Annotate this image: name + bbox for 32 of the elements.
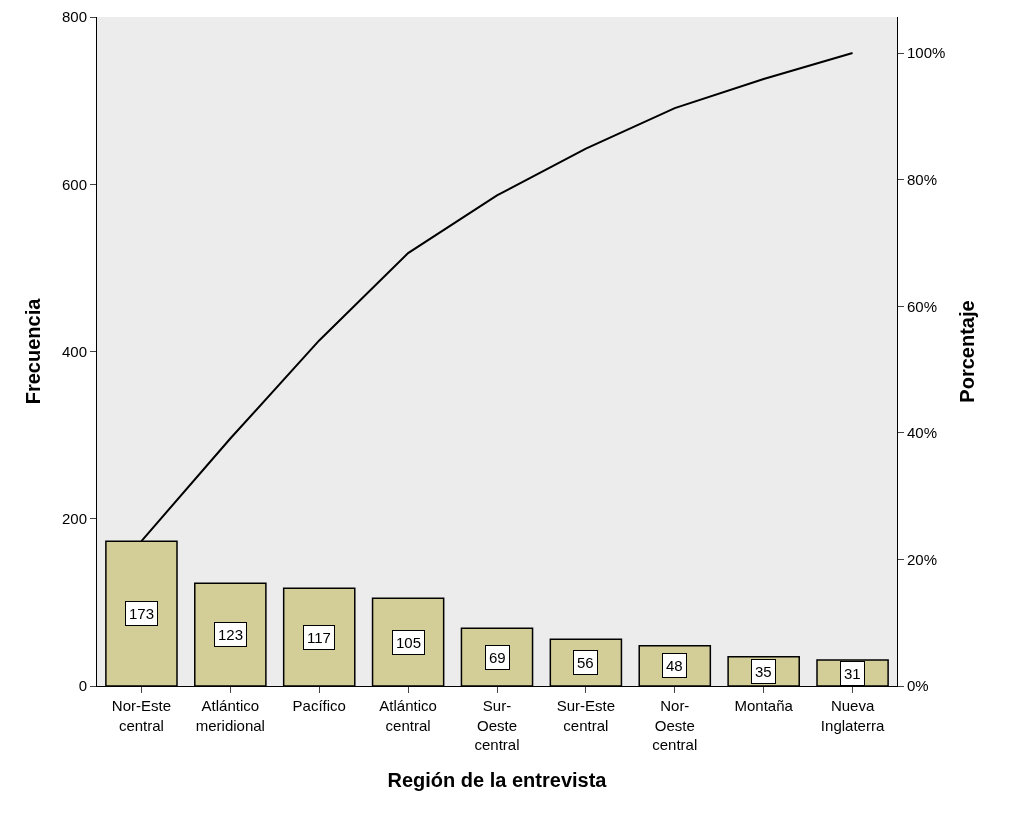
data-label: 69	[489, 649, 506, 666]
y2-axis-title: Porcentaje	[955, 300, 978, 403]
data-label: 173	[129, 605, 155, 622]
x-tick-label: Nor-Este central	[111, 697, 172, 734]
y2-tick-label: 80%	[907, 170, 938, 188]
x-tick-label: Pacífico	[292, 697, 346, 714]
data-label: 48	[666, 657, 683, 674]
x-tick-label: Atlántico central	[379, 697, 437, 734]
x-tick-label: Sur-Este central	[556, 697, 616, 734]
x-tick-label: Sur-Oeste central	[474, 697, 520, 753]
data-label: 35	[755, 663, 772, 680]
data-label: 56	[577, 654, 594, 671]
y-tick-label: 400	[61, 342, 87, 360]
y-tick-label: 200	[61, 510, 87, 527]
data-label: 31	[844, 665, 861, 682]
data-label: 117	[307, 629, 331, 646]
y2-tick-label: 0%	[907, 677, 929, 695]
data-label: 105	[396, 634, 422, 651]
y-axis-title: Frecuencia	[22, 297, 45, 405]
y2-tick-label: 40%	[907, 424, 938, 442]
x-tick-label: Nor-Oeste central	[652, 697, 698, 753]
x-tick-label: Montaña	[734, 697, 794, 714]
y-tick-label: 600	[61, 175, 87, 193]
y2-tick-label: 20%	[907, 550, 938, 568]
y2-tick-label: 100%	[907, 44, 946, 62]
y-tick-label: 800	[61, 8, 87, 26]
data-label: 123	[218, 626, 244, 643]
x-axis-title: Región de la entrevista	[387, 768, 608, 791]
y-tick-label: 0	[78, 677, 87, 695]
x-tick-label: Atlántico meridional	[195, 697, 265, 734]
y2-tick-label: 60%	[907, 297, 938, 315]
x-tick-label: Nueva Inglaterra	[820, 697, 885, 734]
